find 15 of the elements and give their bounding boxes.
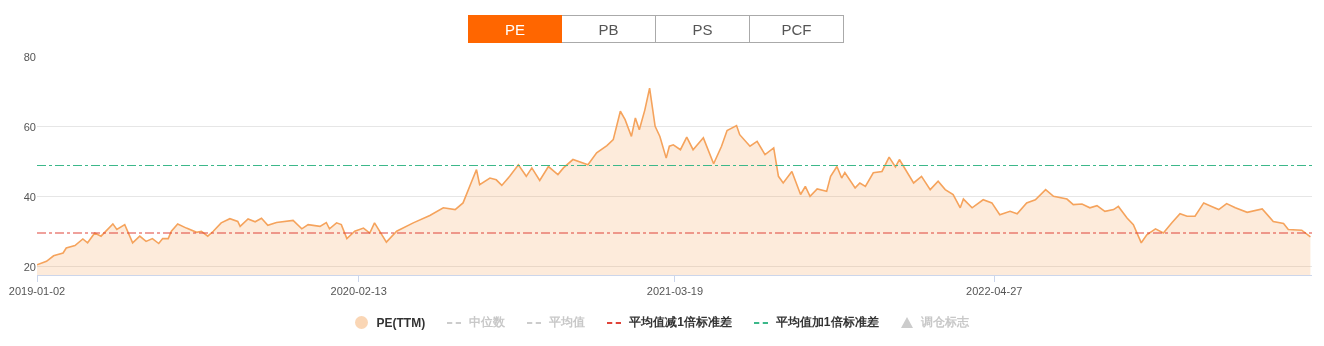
legend-label: PE(TTM) [376, 315, 426, 330]
y-tick-label: 60 [23, 120, 36, 133]
text: PS [656, 15, 750, 43]
y-tick-label: 40 [23, 190, 36, 203]
text: PE [468, 15, 562, 43]
legend-label: 平均值加1倍标准差 [775, 314, 879, 331]
x-tick-label: 2021-03-19 [646, 285, 704, 298]
x-tick-label: 2020-02-13 [330, 285, 387, 298]
text: PCF [750, 15, 844, 43]
y-tick-label: 80 [23, 50, 36, 63]
text: PB [562, 15, 656, 43]
x-tick-label: 2022-04-27 [966, 285, 1023, 298]
legend-label: 平均值减1倍标准差 [629, 314, 732, 331]
x-tick-label: 2019-01-02 [8, 285, 66, 298]
y-tick-label: 20 [23, 260, 36, 273]
